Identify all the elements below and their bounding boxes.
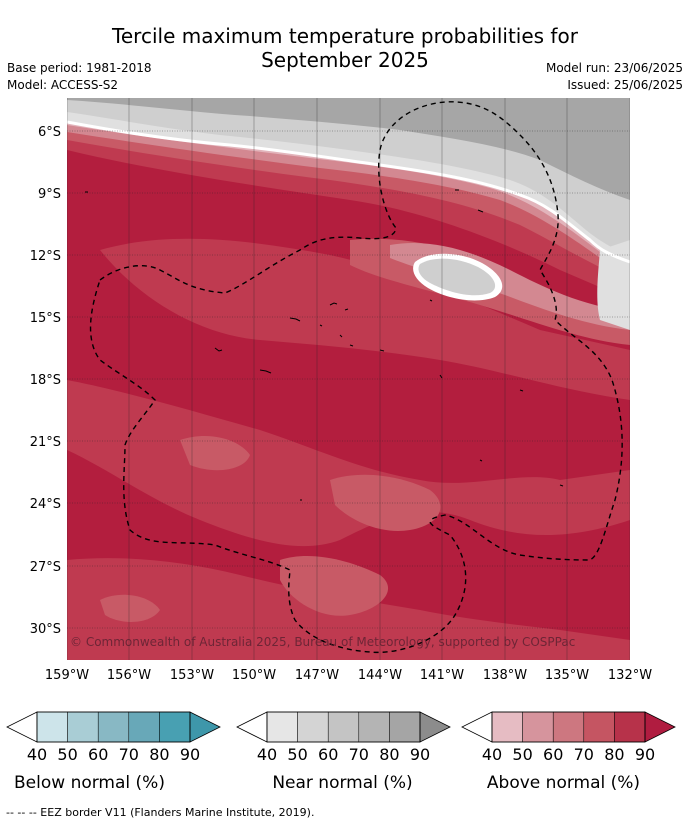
near-60-region (67, 98, 630, 200)
colorbar-tick-label: 40 (27, 745, 47, 764)
colorbar-tick-label: 70 (574, 745, 594, 764)
colorbar-tick-label: 80 (149, 745, 169, 764)
lat-label: 12°S (30, 249, 61, 264)
colorbar-near: 40 50 60 70 80 90 Near normal (%) (236, 711, 451, 793)
tercile-boundary (67, 120, 630, 264)
colorbar-under-triangle (6, 711, 38, 743)
colorbar-tick-label: 60 (318, 745, 338, 764)
model-name: Model: ACCESS-S2 (7, 78, 119, 92)
title-line-1: Tercile maximum temperature probabilitie… (112, 24, 578, 48)
colorbar-segment (327, 711, 360, 743)
lat-label: 15°S (30, 311, 61, 326)
meta-right: Model run: 23/06/2025 Issued: 25/06/2025 (546, 60, 683, 94)
colorbar-segment (552, 711, 585, 743)
colorbar-segment (522, 711, 554, 743)
colorbar-tick-label: 60 (88, 745, 108, 764)
colorbar-title: Above normal (%) (487, 773, 640, 793)
colorbar-tick-label: 70 (349, 745, 369, 764)
near-normal-island (418, 258, 496, 296)
colorbar-outline (36, 711, 191, 743)
probability-field: © Commonwealth of Australia 2025, Bureau… (67, 98, 630, 660)
lon-label: 159°W (45, 668, 89, 683)
above-80-band-central (100, 238, 630, 400)
base-period: Base period: 1981-2018 (7, 61, 152, 75)
lon-label: 144°W (358, 668, 402, 683)
colorbar-tick-label: 80 (604, 745, 624, 764)
lon-label: 150°W (232, 668, 276, 683)
colorbar-segment (159, 711, 191, 743)
colorbar-tick-label: 70 (119, 745, 139, 764)
lon-label: 153°W (170, 668, 214, 683)
lat-label: 6°S (38, 125, 61, 140)
copyright-text: © Commonwealth of Australia 2025, Bureau… (70, 635, 575, 649)
colorbar-above: 40 50 60 70 80 90 Above normal (%) (461, 711, 676, 793)
islands (85, 189, 564, 501)
lat-axis: 6°S 9°S 12°S 15°S 18°S 21°S 24°S 27°S 30… (30, 125, 61, 637)
issued-date: Issued: 25/06/2025 (567, 78, 683, 92)
colorbar-segment (583, 711, 615, 743)
map-title: Tercile maximum temperature probabilitie… (0, 24, 690, 72)
above-70-patch-west (180, 435, 250, 471)
colorbar-tick-label: 90 (180, 745, 200, 764)
colorbar-outline (266, 711, 421, 743)
lon-label: 135°W (545, 668, 589, 683)
lat-label: 24°S (30, 497, 61, 512)
lon-label: 141°W (420, 668, 464, 683)
colorbar-segment (36, 711, 68, 743)
colorbar-segment (67, 711, 99, 743)
eez-footnote: -- -- -- EEZ border V11 (Flanders Marine… (6, 806, 315, 819)
colorbar-over-triangle (189, 711, 221, 743)
colorbar-segment (266, 711, 298, 743)
colorbar-segment (614, 711, 646, 743)
colorbar-tick-label: 90 (635, 745, 655, 764)
colorbar-segment (358, 711, 390, 743)
colorbar-segment (491, 711, 523, 743)
colorbar-over-triangle (419, 711, 451, 743)
colorbar-segment (128, 711, 160, 743)
colorbar-tick-label: 50 (57, 745, 77, 764)
lon-label: 156°W (107, 668, 151, 683)
title-line-2: September 2025 (261, 48, 429, 72)
lon-label: 147°W (295, 668, 339, 683)
colorbar-below: 40 50 60 70 80 90 Below normal (%) (6, 711, 221, 793)
colorbar-segment (97, 711, 130, 743)
colorbar-outline (491, 711, 646, 743)
meridian-lines (67, 98, 630, 660)
colorbars: 40 50 60 70 80 90 Below normal (%) 40 50 60 70 80 90… (6, 711, 676, 793)
colorbar-tick-label: 90 (410, 745, 430, 764)
colorbar-segment (389, 711, 421, 743)
lon-label: 132°W (608, 668, 652, 683)
above-70-patch-sw (100, 594, 160, 622)
above-80-band-south (67, 380, 630, 547)
lat-label: 21°S (30, 435, 61, 450)
colorbar-segment (297, 711, 329, 743)
colorbar-tick-label: 50 (287, 745, 307, 764)
colorbar-tick-label: 40 (257, 745, 277, 764)
lat-label: 9°S (38, 187, 61, 202)
colorbar-tick-label: 60 (543, 745, 563, 764)
colorbar-title: Near normal (%) (272, 773, 412, 793)
colorbar-under-triangle (236, 711, 268, 743)
model-run: Model run: 23/06/2025 (545, 61, 683, 75)
colorbar-tick-label: 50 (512, 745, 532, 764)
meta-left: Base period: 1981-2018 Model: ACCESS-S2 (7, 60, 152, 94)
near-region-east (597, 240, 630, 330)
lon-axis: 159°W 156°W 153°W 150°W 147°W 144°W 141°… (45, 668, 652, 683)
eez-border (89, 101, 623, 654)
colorbar-under-triangle (461, 711, 493, 743)
lat-label: 18°S (30, 373, 61, 388)
lat-label: 27°S (30, 560, 61, 575)
colorbar-title: Below normal (%) (14, 773, 165, 793)
colorbar-tick-label: 40 (482, 745, 502, 764)
colorbar-over-triangle (644, 711, 676, 743)
lon-label: 138°W (483, 668, 527, 683)
colorbar-tick-label: 80 (379, 745, 399, 764)
lat-label: 30°S (30, 622, 61, 637)
above-70-patch-south (280, 555, 389, 616)
